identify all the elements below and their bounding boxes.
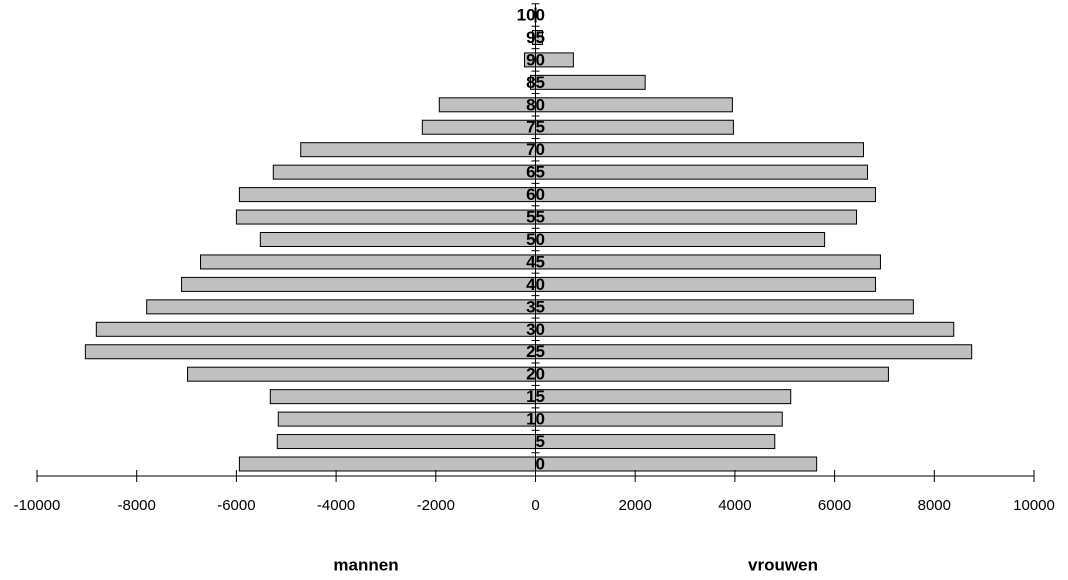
bar <box>535 456 818 472</box>
bar <box>535 411 783 427</box>
y-tick-label: 100 <box>517 5 545 24</box>
y-tick-label: 50 <box>526 230 545 249</box>
y-tick-label: 15 <box>526 387 545 406</box>
bar <box>535 254 881 270</box>
bar <box>535 299 914 315</box>
x-tick-label: 0 <box>531 497 539 514</box>
x-tick-label: 8000 <box>918 497 951 514</box>
bar <box>187 366 536 382</box>
y-tick-label: 35 <box>526 297 545 316</box>
y-tick-label: 5 <box>536 432 545 451</box>
bar <box>535 366 889 382</box>
bar <box>95 321 536 337</box>
bar <box>535 187 876 203</box>
legend-label: mannen <box>333 555 398 574</box>
bar <box>235 209 536 225</box>
bar <box>276 434 536 450</box>
bar <box>277 411 536 427</box>
bar <box>438 97 536 113</box>
y-tick-label: 30 <box>526 320 545 339</box>
bar <box>259 232 536 247</box>
y-tick-label: 10 <box>526 410 545 429</box>
x-tick-label: -2000 <box>417 497 455 514</box>
bar <box>535 232 826 247</box>
bar <box>146 299 536 315</box>
bar <box>535 389 792 405</box>
y-tick-label: 75 <box>526 118 545 137</box>
bar <box>535 209 858 225</box>
bar <box>535 321 955 337</box>
bar <box>269 389 536 405</box>
bar <box>84 344 537 360</box>
y-tick-label: 25 <box>526 342 545 361</box>
bar <box>200 254 536 270</box>
y-tick-label: 60 <box>526 185 545 204</box>
x-tick-label: 2000 <box>619 497 652 514</box>
x-tick-label: -6000 <box>217 497 255 514</box>
y-tick-label: 45 <box>526 252 545 271</box>
x-tick-label: -8000 <box>118 497 156 514</box>
bar <box>535 97 733 113</box>
bar <box>300 142 537 158</box>
bar <box>181 276 536 292</box>
bar <box>535 276 876 292</box>
y-tick-label: 55 <box>526 208 545 227</box>
bar <box>238 187 537 203</box>
bar <box>535 142 865 158</box>
x-tick-label: 10000 <box>1013 497 1055 514</box>
y-tick-label: 80 <box>526 95 545 114</box>
bar <box>535 434 776 450</box>
y-tick-label: 20 <box>526 365 545 384</box>
y-tick-label: 90 <box>526 50 545 69</box>
x-tick-label: 6000 <box>818 497 851 514</box>
bar <box>238 456 537 472</box>
bar <box>421 119 537 135</box>
y-tick-label: 0 <box>536 454 545 473</box>
x-tick-label: 4000 <box>718 497 751 514</box>
y-tick-label: 70 <box>526 140 545 159</box>
y-tick-label: 85 <box>526 73 545 92</box>
bar <box>535 74 646 90</box>
y-tick-label: 95 <box>526 28 545 47</box>
bar <box>535 344 973 360</box>
y-tick-label: 40 <box>526 275 545 294</box>
y-tick-label: 65 <box>526 163 545 182</box>
legend-label: vrouwen <box>748 555 818 574</box>
bar <box>272 164 536 180</box>
bar <box>535 119 734 135</box>
x-tick-label: -4000 <box>317 497 355 514</box>
bar <box>535 164 869 180</box>
x-tick-label: -10000 <box>14 497 61 514</box>
